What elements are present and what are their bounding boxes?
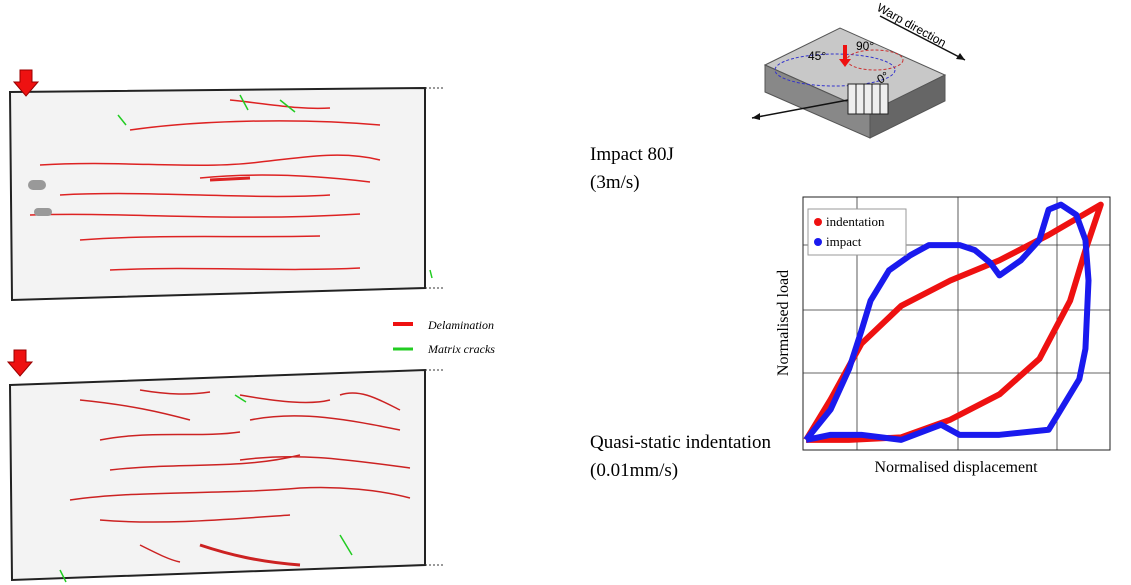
x-axis-label: Normalised displacement [874, 459, 1038, 476]
legend-label: indentation [826, 214, 885, 229]
legend-marker [814, 218, 822, 226]
load-arrow [8, 350, 32, 376]
legend-marker [814, 238, 822, 246]
direction-label: Warp direction [875, 0, 949, 50]
schematic: Warp direction 45° 90° 0° [752, 0, 965, 138]
marker [34, 208, 52, 216]
legend-label: Delamination [427, 318, 494, 332]
specimen-rate: (0.01mm/s) [590, 460, 678, 481]
specimen-label: Quasi-static indentation [590, 432, 771, 453]
figure: Impact 80J (3m/s) Delamination Matrix cr… [0, 0, 1131, 585]
y-axis-label: Normalised load [775, 270, 792, 376]
angle-label: 90° [856, 39, 874, 53]
angle-label: 45° [808, 49, 826, 63]
load-displacement-chart: Normalised displacement Normalised load … [775, 197, 1110, 476]
pointer-head [752, 113, 760, 120]
legend-label: impact [826, 234, 862, 249]
specimen-label: Impact 80J [590, 144, 674, 165]
specimen-image [10, 370, 425, 580]
specimen-rate: (3m/s) [590, 172, 640, 193]
section [848, 84, 888, 114]
marker [28, 180, 46, 190]
guide-line [425, 88, 445, 288]
bottom-specimen: Quasi-static indentation (0.01mm/s) [8, 350, 771, 582]
legend-label: Matrix cracks [427, 342, 495, 356]
guide-line [425, 370, 445, 565]
top-specimen: Impact 80J (3m/s) [10, 70, 674, 300]
